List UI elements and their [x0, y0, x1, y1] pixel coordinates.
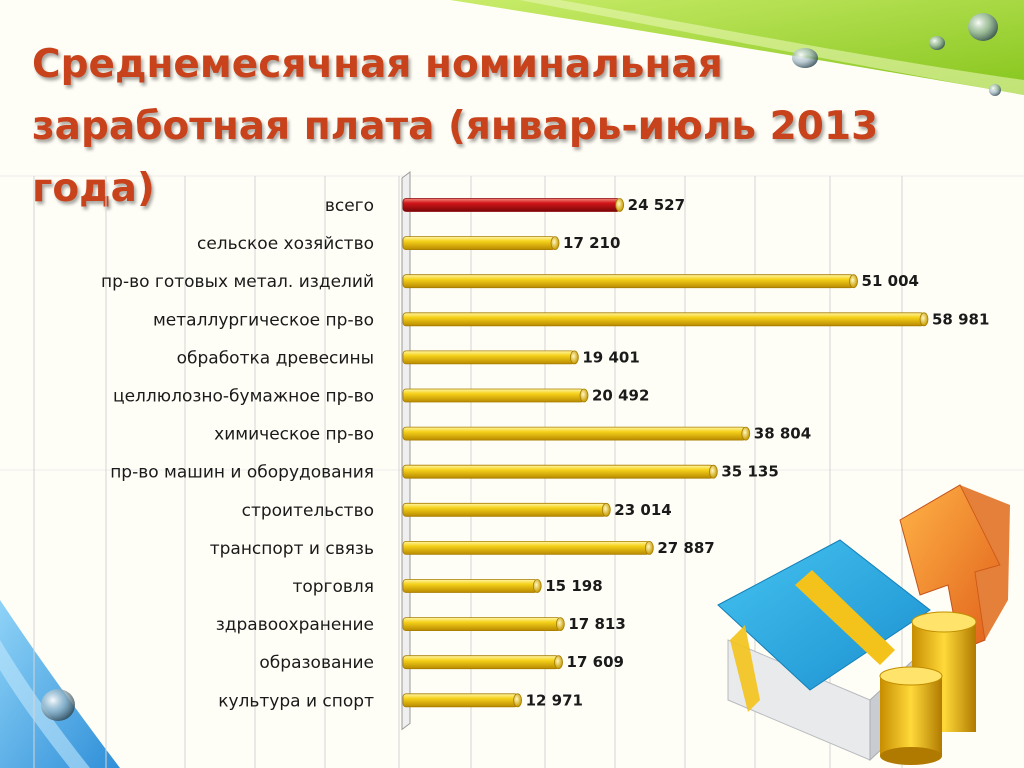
bar: [402, 464, 714, 479]
category-label: торговля: [292, 577, 374, 597]
category-label: всего: [325, 196, 374, 216]
coin-stack-icon: [879, 611, 977, 765]
category-label: сельское хозяйство: [197, 234, 374, 254]
value-label: 20 492: [592, 387, 649, 405]
bar: [402, 388, 585, 403]
category-label: транспорт и связь: [210, 539, 374, 559]
bar-end-cap: [741, 426, 751, 441]
chart-bars: [402, 198, 929, 708]
chart-axis: [401, 171, 411, 731]
value-label: 58 981: [932, 310, 989, 328]
slide-title: Среднемесячная номинальная заработная пл…: [32, 42, 879, 211]
value-label: 24 527: [628, 196, 685, 214]
category-label: культура и спорт: [218, 691, 374, 711]
value-label: 51 004: [862, 272, 919, 290]
bar: [402, 617, 561, 631]
value-label: 27 887: [657, 539, 714, 557]
bar: [402, 502, 607, 517]
category-label: целлюлозно-бумажное пр-во: [113, 387, 374, 407]
bar-end-cap: [919, 312, 929, 327]
bar-end-cap: [569, 350, 579, 365]
bar: [402, 274, 854, 289]
bar-end-cap: [554, 655, 563, 670]
bar: [402, 426, 747, 441]
bar: [402, 236, 556, 251]
chart-labels: всего 24 527 сельское хозяйство 17 210 пр-во…: [101, 196, 989, 711]
bar: [402, 198, 621, 212]
value-label: 17 210: [563, 234, 620, 252]
category-label: строительство: [242, 501, 374, 521]
value-label: 15 198: [545, 577, 602, 595]
category-label: образование: [259, 653, 374, 673]
bar-end-cap: [555, 617, 565, 631]
category-label: здравоохранение: [216, 615, 374, 635]
bar-end-cap: [708, 464, 718, 479]
category-label: химическое пр-во: [214, 425, 374, 445]
value-label: 35 135: [721, 463, 778, 481]
water-drop-icon: [41, 13, 1001, 721]
bar-end-cap: [849, 274, 858, 289]
up-arrow-icon: [899, 484, 1010, 651]
value-label: 19 401: [582, 348, 639, 366]
bar-end-cap: [532, 579, 542, 593]
value-label: 12 971: [526, 691, 583, 709]
value-label: 17 813: [568, 615, 625, 633]
bar: [402, 579, 538, 593]
bar: [402, 541, 650, 555]
bar-end-cap: [550, 236, 560, 251]
value-label: 23 014: [614, 501, 671, 519]
bar-end-cap: [615, 198, 625, 212]
value-label: 17 609: [567, 653, 624, 671]
bar: [402, 312, 925, 327]
bar: [402, 693, 518, 708]
category-label: обработка древесины: [177, 348, 374, 368]
bar-end-cap: [644, 541, 654, 555]
category-label: пр-во готовых метал. изделий: [101, 272, 374, 292]
category-label: металлургическое пр-во: [153, 310, 374, 330]
bar-end-cap: [513, 693, 522, 708]
category-label: пр-во машин и оборудования: [110, 463, 374, 483]
bar-end-cap: [579, 388, 589, 403]
bar: [402, 655, 559, 670]
value-label: 38 804: [754, 425, 811, 443]
y-axis: [401, 171, 411, 731]
bar-end-cap: [601, 502, 611, 517]
bar: [402, 350, 575, 365]
